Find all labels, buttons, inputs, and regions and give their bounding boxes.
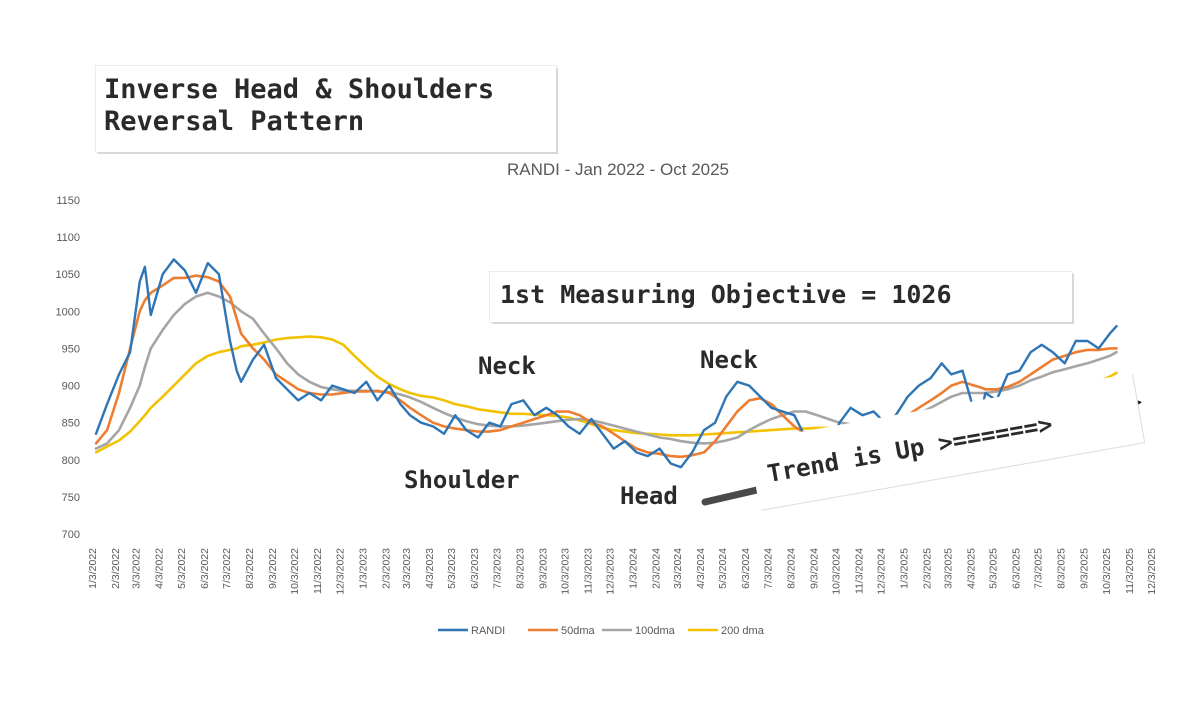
x-tick-label: 12/3/2022 [334, 548, 346, 595]
x-tick-label: 9/3/2024 [808, 548, 820, 589]
x-tick-label: 3/3/2025 [942, 548, 954, 589]
x-tick-label: 5/3/2024 [717, 548, 729, 589]
neck-right-label: Neck [696, 344, 762, 376]
x-tick-label: 3/3/2023 [401, 548, 413, 589]
x-tick-label: 5/3/2022 [176, 548, 188, 589]
x-tick-label: 4/3/2022 [154, 548, 166, 589]
x-tick-label: 6/3/2022 [199, 548, 211, 589]
x-axis: 1/3/2022 2/3/2022 3/3/2022 4/3/2022 5/3/2022… [87, 548, 1158, 595]
x-tick-label: 10/3/2022 [289, 548, 301, 595]
neck-left-label: Neck [474, 350, 540, 382]
y-tick-label: 800 [62, 455, 80, 467]
x-tick-label: 9/3/2025 [1079, 548, 1091, 589]
x-tick-label: 7/3/2024 [762, 548, 774, 589]
x-tick-label: 10/3/2025 [1101, 548, 1113, 595]
x-tick-label: 2/3/2025 [922, 548, 934, 589]
x-tick-label: 10/3/2024 [831, 548, 843, 595]
x-tick-label: 1/3/2024 [628, 548, 640, 589]
x-tick-label: 1/3/2025 [899, 548, 911, 589]
x-tick-label: 8/3/2023 [514, 548, 526, 589]
x-tick-label: 6/3/2025 [1010, 548, 1022, 589]
x-tick-label: 9/3/2023 [537, 548, 549, 589]
x-tick-label: 3/3/2022 [131, 548, 143, 589]
x-tick-label: 2/3/2022 [110, 548, 122, 589]
measuring-objective: 1st Measuring Objective = 1026 [490, 272, 1072, 322]
x-tick-label: 7/3/2022 [221, 548, 233, 589]
x-tick-label: 5/3/2025 [988, 548, 1000, 589]
x-tick-label: 11/3/2024 [853, 548, 865, 594]
x-tick-label: 7/3/2023 [491, 548, 503, 589]
x-tick-label: 8/3/2024 [785, 548, 797, 589]
x-tick-label: 12/3/2023 [605, 548, 617, 595]
legend-label: RANDI [471, 625, 505, 637]
x-tick-label: 11/3/2023 [582, 548, 594, 594]
x-tick-label: 1/3/2023 [357, 548, 369, 589]
x-tick-label: 2/3/2024 [651, 548, 663, 589]
x-tick-label: 5/3/2023 [446, 548, 458, 589]
y-tick-label: 1100 [56, 232, 80, 244]
legend-label: 100dma [635, 625, 676, 637]
y-tick-label: 1050 [56, 269, 80, 281]
chart-title: RANDI - Jan 2022 - Oct 2025 [507, 160, 729, 179]
y-axis: 700 750 800 850 900 950 1000 1050 1100 1150 [56, 195, 80, 541]
x-tick-label: 12/3/2025 [1146, 548, 1158, 595]
x-tick-label: 8/3/2025 [1056, 548, 1068, 589]
y-tick-label: 1150 [56, 195, 80, 207]
legend: RANDI 50dma 100dma 200 dma [438, 625, 765, 637]
x-tick-label: 6/3/2023 [469, 548, 481, 589]
x-tick-label: 1/3/2022 [87, 548, 99, 589]
x-tick-label: 3/3/2024 [672, 548, 684, 589]
pattern-title-box: Inverse Head & Shoulders Reversal Patter… [96, 66, 556, 152]
legend-label: 200 dma [721, 625, 765, 637]
x-tick-label: 8/3/2022 [244, 548, 256, 589]
x-tick-label: 12/3/2024 [876, 548, 888, 595]
x-tick-label: 11/3/2022 [312, 548, 324, 594]
y-tick-label: 850 [62, 418, 80, 430]
y-tick-label: 950 [62, 343, 80, 355]
head-label: Head [616, 480, 682, 512]
series-line-50dma [94, 274, 1118, 459]
shoulder-left-label: Shoulder [400, 464, 524, 496]
y-tick-label: 1000 [56, 306, 80, 318]
series-line-randi [94, 258, 1118, 469]
x-tick-label: 4/3/2024 [695, 548, 707, 589]
x-tick-label: 4/3/2023 [424, 548, 436, 589]
x-tick-label: 10/3/2023 [559, 548, 571, 595]
x-tick-label: 6/3/2024 [740, 548, 752, 589]
x-tick-label: 7/3/2025 [1033, 548, 1045, 589]
x-tick-label: 2/3/2023 [380, 548, 392, 589]
series-line-100dma [94, 291, 1118, 450]
legend-label: 50dma [561, 625, 596, 637]
pattern-title-line1: Inverse Head & Shoulders [104, 74, 495, 105]
x-tick-label: 4/3/2025 [965, 548, 977, 589]
pattern-title-line2: Reversal Pattern [104, 106, 365, 137]
y-tick-label: 700 [62, 529, 80, 541]
x-tick-label: 11/3/2025 [1124, 548, 1136, 594]
y-tick-label: 900 [62, 381, 80, 393]
x-tick-label: 9/3/2022 [267, 548, 279, 589]
y-tick-label: 750 [62, 492, 80, 504]
